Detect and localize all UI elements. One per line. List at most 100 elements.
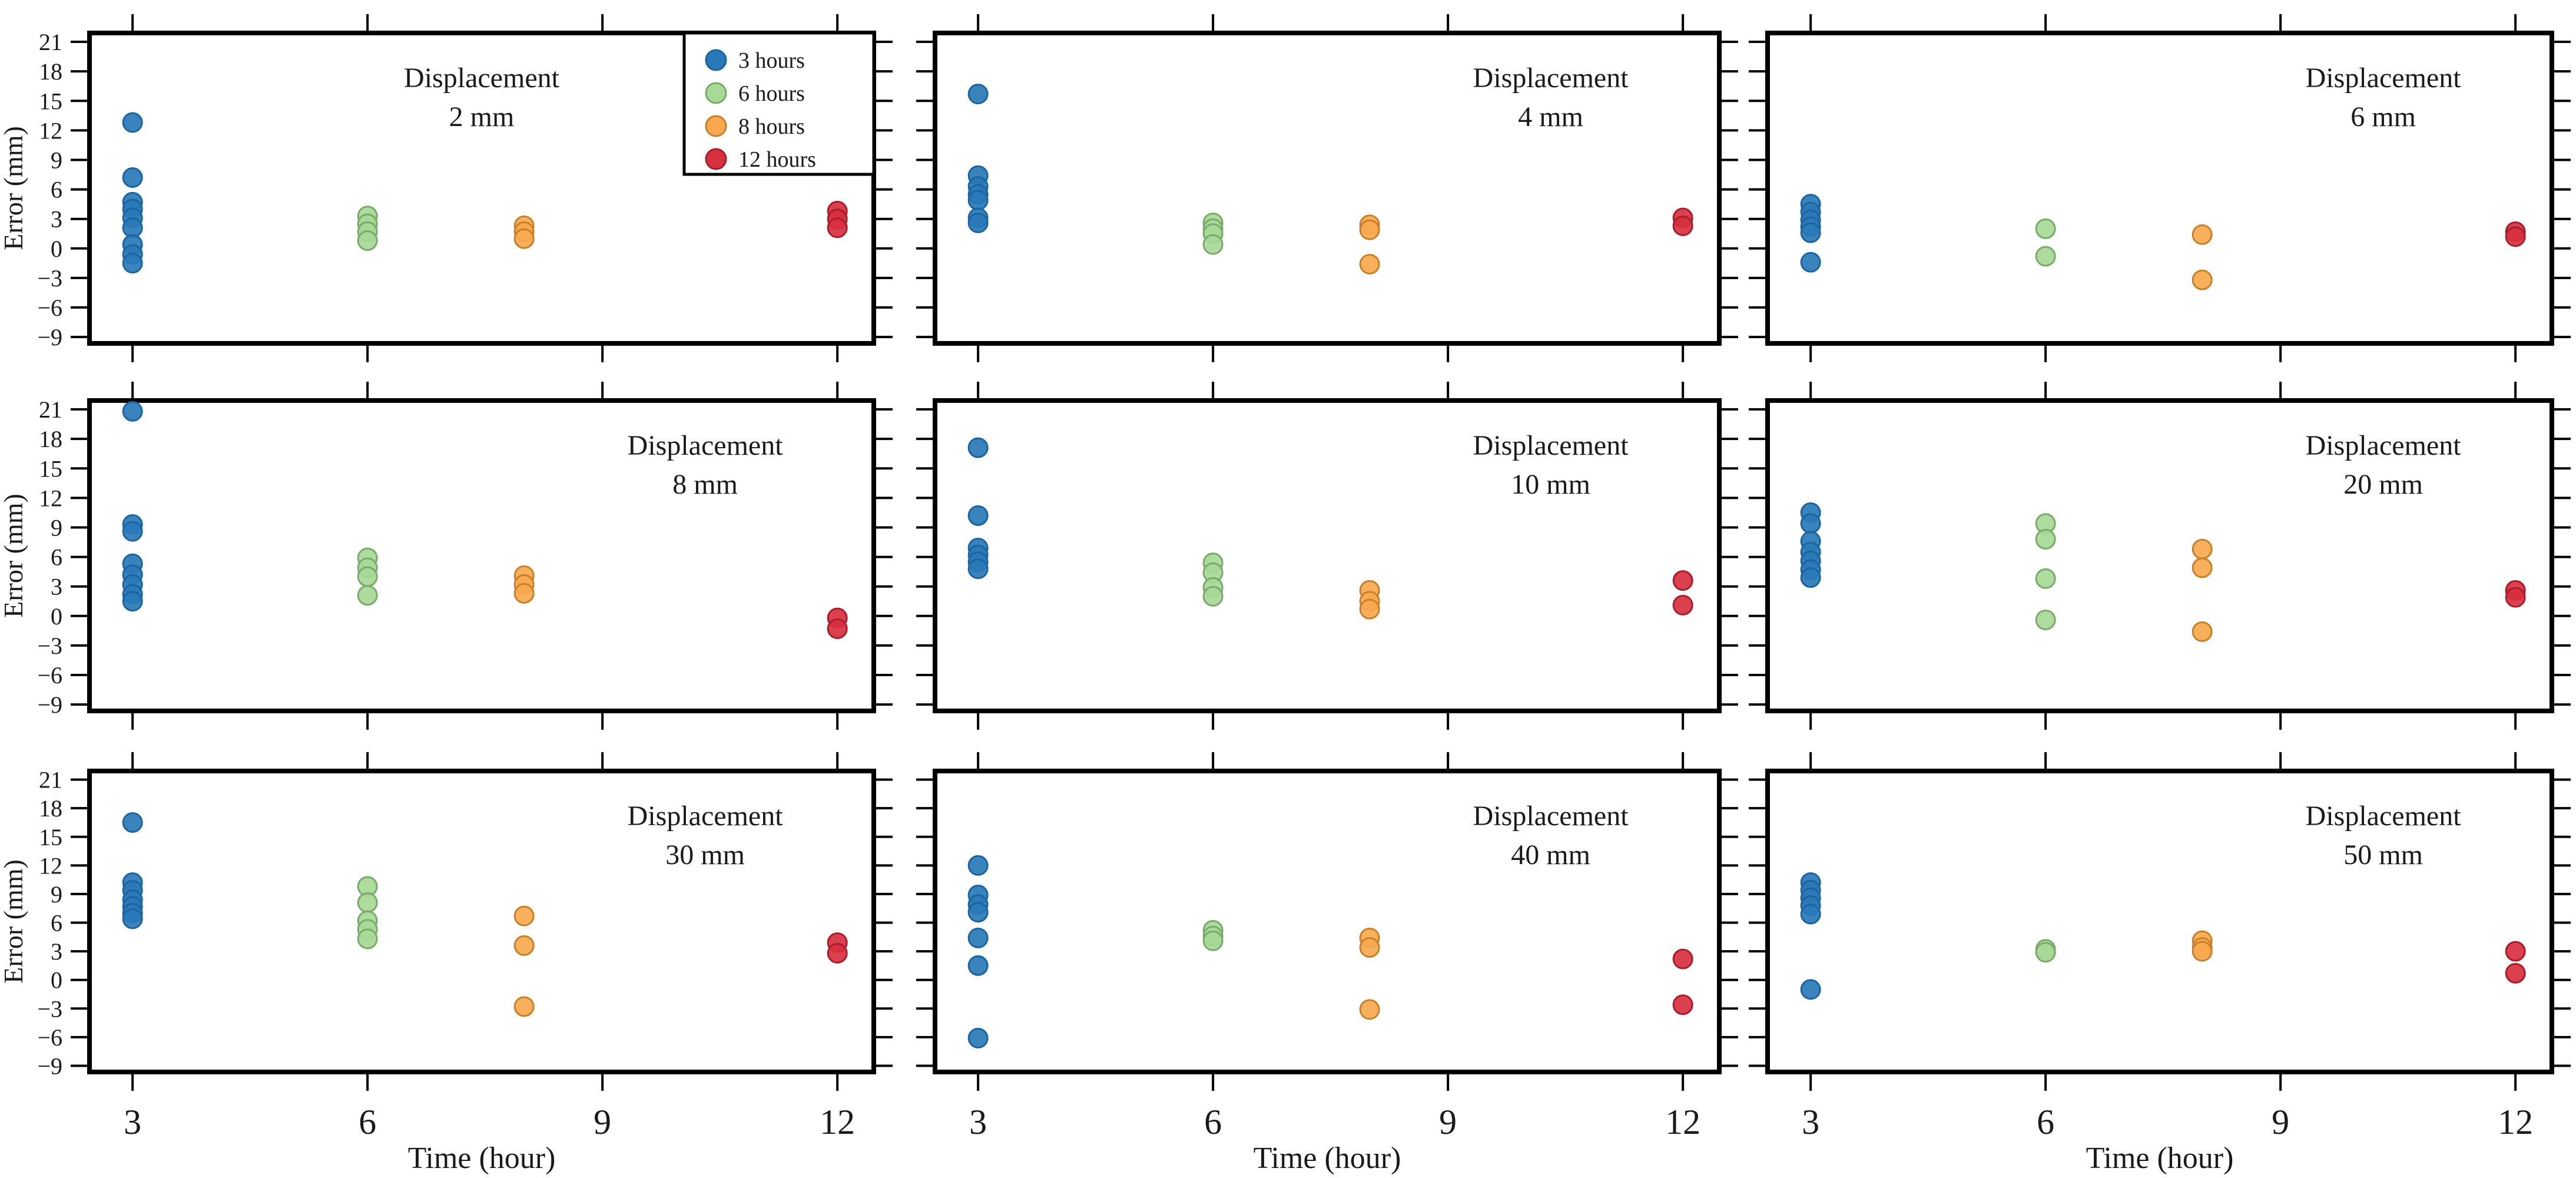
data-point (513, 935, 535, 956)
data-point (513, 228, 535, 249)
data-point (513, 996, 535, 1017)
data-point (827, 942, 848, 964)
y-tick-label: 12 (39, 117, 62, 144)
y-tick-label: 21 (39, 29, 62, 55)
y-tick-label: 9 (51, 881, 62, 908)
data-point (1800, 513, 1821, 534)
subplot-title-line1: Displacement (2306, 62, 2462, 94)
y-tick-label: 9 (51, 514, 62, 541)
y-tick-label: −9 (37, 691, 62, 718)
subplot-4-mm: Displacement 4 mm (916, 14, 1738, 362)
x-tick-label: 9 (2272, 1103, 2289, 1141)
plot-frame (1765, 769, 2554, 1074)
data-point (2192, 269, 2213, 290)
x-tick-label: 3 (1802, 1103, 1819, 1141)
data-point (2505, 226, 2526, 247)
y-tick-label: 21 (39, 396, 62, 423)
y-tick-label: 15 (39, 88, 62, 114)
subplot-title-line1: Displacement (628, 800, 784, 832)
subplot-title-line2: 40 mm (1511, 839, 1590, 871)
plot-frame (933, 769, 1722, 1074)
x-tick-label: 12 (2498, 1103, 2533, 1141)
x-tick-label: 12 (1665, 1103, 1700, 1141)
subplot-8-mm: 21 18 15 12 9 6 3 0 −3 −6−9 Displacement 8 mm Error … (0, 382, 893, 730)
plot-frame (1765, 398, 2554, 713)
data-point (1800, 567, 1821, 588)
data-point (967, 955, 989, 976)
subplot-title-line2: 10 mm (1511, 469, 1590, 500)
y-tick-label: −9 (37, 324, 62, 350)
data-point (1800, 252, 1821, 273)
y-tick-label: 15 (39, 824, 62, 851)
data-point (967, 437, 989, 458)
x-tick-label: 6 (2037, 1103, 2054, 1141)
data-point (967, 1028, 989, 1049)
data-point (1359, 219, 1380, 240)
y-tick-label: 3 (51, 938, 62, 965)
data-point (1359, 999, 1380, 1020)
y-tick-label: 18 (39, 426, 62, 452)
subplot-40-mm: 3 6 9 12 Displacement 40 mm Time (hour) (916, 752, 1738, 1175)
data-point (2505, 941, 2526, 962)
y-tick-label: 3 (51, 574, 62, 600)
data-point (357, 928, 378, 949)
data-point (967, 190, 989, 211)
data-point (1672, 948, 1693, 969)
y-tick-label: 0 (51, 603, 62, 630)
data-point (2035, 246, 2056, 267)
plot-frame (1765, 31, 2554, 346)
y-tick-label: 18 (39, 58, 62, 85)
data-point (1672, 994, 1693, 1015)
y-tick-label: 3 (51, 206, 62, 233)
plot-frame (933, 398, 1722, 713)
data-point (122, 401, 143, 422)
legend-label: 8 hours (738, 114, 805, 139)
data-point (513, 583, 535, 604)
data-point (1359, 254, 1380, 275)
y-tick-label: 15 (39, 455, 62, 482)
x-axis-label: Time (hour) (408, 1141, 556, 1175)
legend-marker-3-hours (705, 49, 727, 71)
legend-marker-6-hours (705, 82, 727, 104)
data-point (1800, 222, 1821, 243)
data-point (1359, 598, 1380, 620)
x-tick-label: 6 (1204, 1103, 1222, 1141)
y-tick-label: −6 (37, 1024, 62, 1051)
data-point (2192, 941, 2213, 962)
data-point (2192, 621, 2213, 643)
data-point (1800, 904, 1821, 925)
data-point (122, 112, 143, 133)
data-point (122, 812, 143, 833)
y-tick-label: −6 (37, 294, 62, 321)
y-tick-label: 21 (39, 767, 62, 793)
subplot-title-line2: 2 mm (449, 101, 515, 133)
subplot-title-line1: Displacement (1473, 430, 1629, 461)
data-point (357, 585, 378, 606)
subplot-title-line1: Displacement (1473, 800, 1629, 832)
legend-label: 6 hours (738, 81, 805, 106)
subplot-title-line1: Displacement (2306, 800, 2462, 832)
x-axis-label: Time (hour) (1254, 1141, 1401, 1175)
data-point (2035, 942, 2056, 963)
subplot-title-line1: Displacement (628, 430, 784, 461)
data-point (513, 905, 535, 926)
y-tick-label: 6 (51, 910, 62, 937)
x-axis-label: Time (hour) (2086, 1141, 2234, 1175)
subplot-6-mm: Displacement 6 mm (1749, 14, 2571, 362)
data-point (967, 902, 989, 923)
x-tick-label: 6 (359, 1103, 376, 1141)
y-axis-label: Error (mm) (0, 494, 28, 618)
data-point (1359, 937, 1380, 958)
subplot-title-line1: Displacement (404, 62, 560, 94)
data-point (122, 167, 143, 188)
y-tick-label: −3 (37, 265, 62, 292)
y-tick-label: −9 (37, 1053, 62, 1079)
y-tick-label: −3 (37, 633, 62, 659)
legend: 3 hours 6 hours 8 hours 12 hours (682, 31, 876, 176)
data-point (1202, 585, 1224, 607)
data-point (827, 618, 848, 640)
data-point (827, 217, 848, 239)
